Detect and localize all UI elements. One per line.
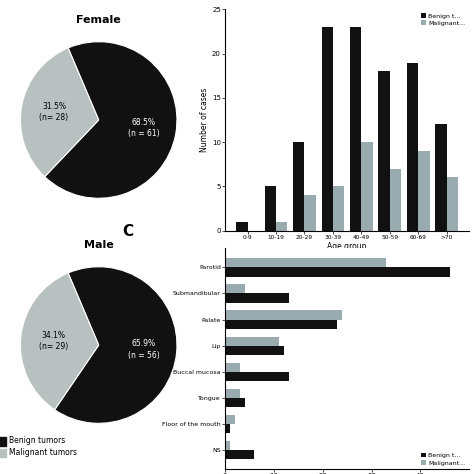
Bar	[225, 398, 245, 407]
Text: Benign tumors: Benign tumors	[9, 437, 66, 445]
Text: Malignant tumors: Malignant tumors	[9, 448, 77, 457]
Bar	[225, 363, 240, 372]
Bar	[225, 346, 283, 355]
Text: 65.9%
(n = 56): 65.9% (n = 56)	[128, 339, 160, 360]
Bar	[225, 319, 337, 329]
Bar	[225, 441, 230, 450]
Bar	[419, 151, 430, 230]
Text: 68.5%
(n = 61): 68.5% (n = 61)	[128, 118, 159, 138]
Bar	[293, 142, 304, 230]
Bar	[333, 186, 344, 230]
Bar	[225, 284, 245, 293]
Bar	[378, 72, 390, 230]
Bar	[225, 450, 255, 459]
Wedge shape	[55, 267, 177, 423]
Bar	[225, 415, 235, 424]
Bar	[225, 424, 230, 433]
Bar	[361, 142, 373, 230]
Bar	[236, 222, 247, 230]
Bar	[264, 186, 276, 230]
X-axis label: Age group: Age group	[328, 243, 367, 252]
Text: 31.5%
(n= 28): 31.5% (n= 28)	[39, 102, 69, 122]
Bar	[225, 389, 240, 398]
Title: Female: Female	[76, 15, 121, 25]
Bar	[447, 177, 458, 230]
Bar	[350, 27, 361, 230]
Bar	[390, 169, 401, 230]
Y-axis label: Number of cases: Number of cases	[200, 88, 209, 152]
Bar	[225, 258, 386, 267]
Bar	[225, 293, 289, 302]
Text: C: C	[122, 224, 134, 239]
Bar	[436, 124, 447, 230]
Bar	[321, 27, 333, 230]
Legend: Benign t..., Malignant...: Benign t..., Malignant...	[420, 13, 466, 27]
Wedge shape	[45, 42, 177, 198]
Legend: Benign t..., Malignant...: Benign t..., Malignant...	[420, 452, 466, 466]
Wedge shape	[20, 48, 99, 177]
Title: Male: Male	[84, 240, 114, 250]
Bar	[225, 372, 289, 381]
Bar	[407, 63, 419, 230]
Bar	[225, 337, 279, 346]
Bar	[304, 195, 316, 230]
Text: 34.1%
(n= 29): 34.1% (n= 29)	[39, 330, 68, 351]
Bar	[225, 267, 450, 276]
Wedge shape	[20, 273, 99, 410]
Bar	[276, 222, 287, 230]
Bar	[225, 310, 342, 319]
